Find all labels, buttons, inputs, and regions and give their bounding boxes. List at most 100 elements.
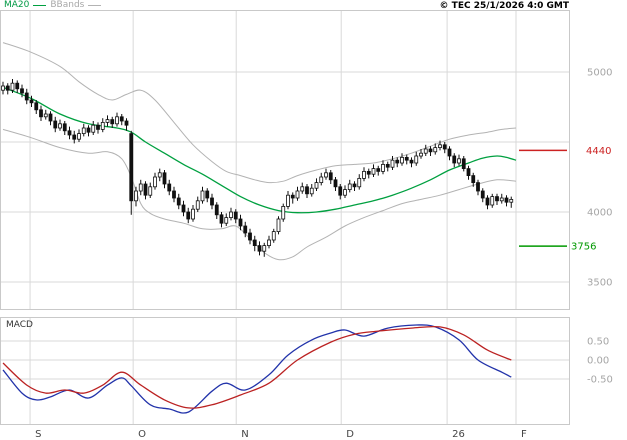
- candle: [238, 214, 243, 231]
- candle: [471, 172, 476, 187]
- candle: [433, 143, 438, 155]
- candle: [347, 179, 352, 193]
- candle: [5, 83, 10, 95]
- candle: [461, 156, 466, 172]
- time-axis-label: N: [241, 429, 248, 440]
- candle: [362, 167, 366, 182]
- candle: [243, 221, 248, 238]
- macd-axis-label: 0.00: [587, 356, 609, 367]
- candle: [224, 213, 229, 226]
- candle: [86, 125, 91, 137]
- candle: [499, 193, 504, 204]
- candle: [343, 185, 347, 198]
- candle: [409, 157, 414, 168]
- candle: [110, 116, 115, 128]
- candle: [100, 118, 105, 133]
- candle: [447, 146, 452, 161]
- candle: [148, 182, 153, 198]
- candle: [319, 172, 324, 186]
- candle: [328, 170, 333, 184]
- candle: [457, 154, 461, 166]
- candle: [15, 80, 20, 93]
- candle: [77, 129, 81, 142]
- candle: [48, 111, 53, 126]
- legend-ma20-label: MA20: [4, 0, 30, 10]
- candle: [200, 186, 205, 204]
- candle: [495, 193, 499, 205]
- candle: [286, 191, 290, 210]
- candle: [81, 123, 86, 137]
- candle: [271, 228, 276, 243]
- candle: [162, 170, 167, 189]
- ma20-line-swatch-icon: [33, 4, 47, 6]
- bollinger-upper-line: [2, 42, 517, 184]
- price-axis-label: 4000: [587, 208, 612, 219]
- candle: [134, 186, 138, 207]
- price-axis-label: 5000: [587, 68, 612, 79]
- price-markers: 4440 3756: [519, 146, 611, 253]
- candle: [153, 172, 157, 190]
- candle: [324, 168, 328, 180]
- macd-lines: [2, 324, 512, 414]
- bollinger-lower-line: [2, 128, 517, 261]
- candlestick-series: [1, 79, 514, 257]
- candle: [300, 182, 305, 194]
- candle: [371, 164, 376, 177]
- macd-axis-label: 0.50: [587, 337, 609, 348]
- candle: [10, 79, 15, 93]
- candle: [39, 105, 43, 121]
- legend-bbands-label: BBands: [50, 0, 85, 10]
- candle: [452, 153, 457, 168]
- candle: [1, 81, 5, 95]
- candle: [210, 193, 214, 210]
- candle: [381, 160, 385, 175]
- candle: [96, 122, 100, 134]
- candle: [219, 212, 224, 228]
- bollinger-bands: [2, 42, 517, 261]
- macd-signal-line: [2, 325, 512, 409]
- candle: [191, 205, 195, 222]
- candle: [485, 195, 490, 210]
- candle: [366, 168, 371, 179]
- macd-axis-label: -0.50: [587, 375, 613, 386]
- marker-label-3756: 3756: [571, 242, 596, 253]
- candle: [257, 241, 262, 256]
- time-axis-label: F: [521, 429, 527, 440]
- candle: [62, 121, 67, 135]
- candle: [267, 235, 271, 249]
- candle: [72, 130, 77, 144]
- candle: [305, 184, 309, 198]
- candle: [423, 144, 428, 156]
- candle: [105, 115, 110, 127]
- candle: [314, 178, 319, 191]
- ma20-series: [2, 86, 517, 214]
- candle: [309, 184, 314, 197]
- time-axis-label: O: [138, 429, 146, 440]
- candle: [229, 207, 233, 221]
- price-axis-label: 3500: [587, 278, 612, 289]
- candle: [58, 119, 62, 131]
- candle: [138, 179, 143, 196]
- candle: [490, 193, 495, 208]
- price-axis-labels: 5000 4000 3500: [587, 68, 612, 289]
- candle: [115, 112, 119, 127]
- time-axis-labels: S O N D 26 F: [35, 429, 527, 440]
- candle: [509, 196, 514, 208]
- candle: [91, 121, 96, 135]
- candle: [438, 140, 442, 151]
- candle: [419, 149, 423, 159]
- candle: [195, 196, 200, 212]
- time-axis-label: D: [346, 429, 354, 440]
- candle: [181, 200, 186, 217]
- copyright-text: © TEC 25/1/2026 4:0 GMT: [439, 1, 569, 11]
- candle: [186, 207, 191, 224]
- candle: [281, 203, 286, 222]
- candle: [414, 151, 419, 166]
- candle: [385, 161, 390, 172]
- candle: [442, 142, 447, 154]
- legend: MA20 BBands: [4, 0, 102, 10]
- candle: [357, 174, 362, 190]
- time-axis-label: 26: [452, 429, 465, 440]
- candle: [480, 188, 485, 203]
